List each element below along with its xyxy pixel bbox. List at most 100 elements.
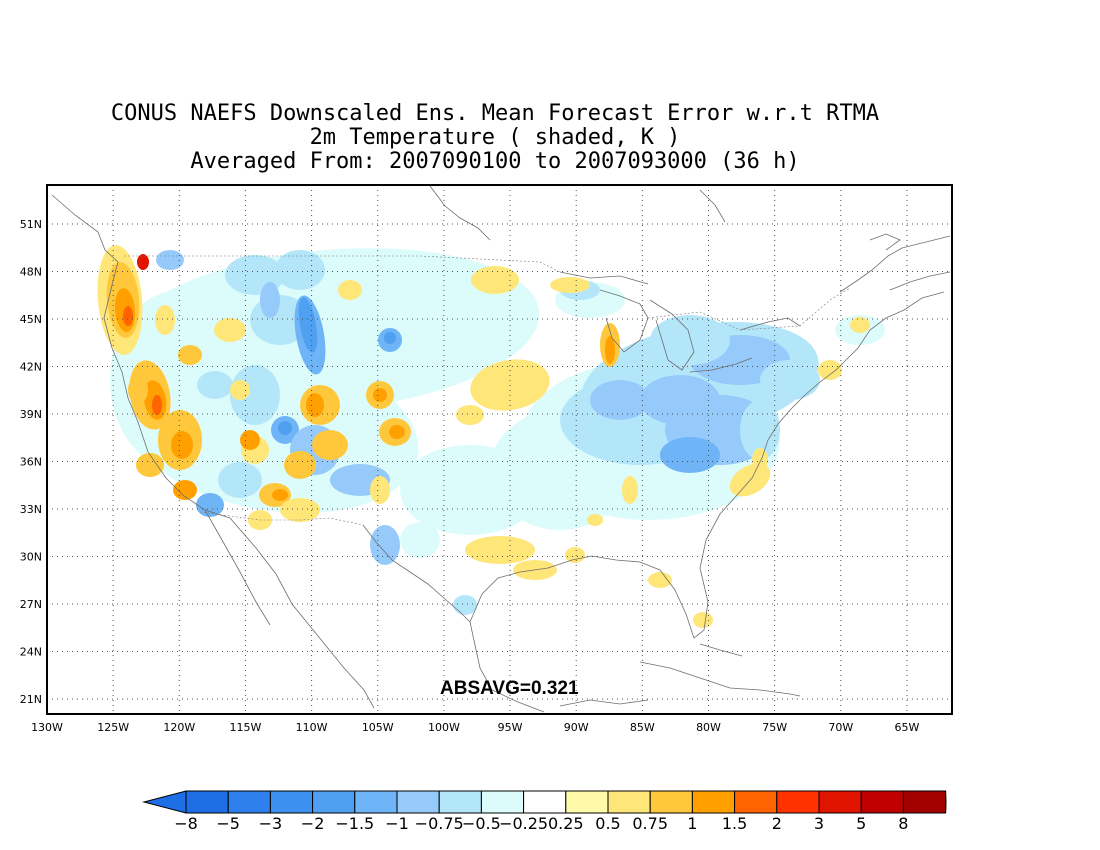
shading-patch (123, 306, 133, 326)
colorbar-label: 5 (856, 814, 866, 833)
shading-patch (278, 421, 292, 435)
map-subtitle-variable: 2m Temperature ( shaded, K ) (309, 125, 681, 150)
shading-patch (818, 360, 842, 380)
lat-label: 30N (20, 551, 42, 564)
colorbar (142, 790, 947, 814)
shading-patch (640, 375, 720, 425)
shading-patch (218, 462, 262, 498)
shading-patch (230, 365, 280, 425)
temperature-error-shading (97, 245, 885, 628)
colorbar-label: −0.25 (499, 814, 548, 833)
lon-label: 80W (696, 721, 721, 734)
lon-label: 70W (828, 721, 853, 734)
colorbar-cell (312, 790, 356, 814)
shading-patch (456, 405, 484, 425)
colorbar-cell (860, 790, 904, 814)
lon-label: 85W (630, 721, 655, 734)
lat-label: 39N (20, 408, 42, 421)
lon-label: 95W (498, 721, 523, 734)
shading-patch (465, 536, 535, 564)
colorbar-cell (776, 790, 820, 814)
shading-patch (298, 297, 318, 353)
colorbar-cell (649, 790, 693, 814)
shading-patch (453, 595, 477, 615)
borders (124, 255, 851, 526)
shading-patch (660, 437, 720, 473)
colorbar-label: −0.75 (415, 814, 464, 833)
shading-patch (260, 282, 280, 318)
coastlines (51, 185, 951, 713)
shading-patch (471, 266, 519, 294)
colorbar-label: −5 (216, 814, 240, 833)
colorbar-label: 0.75 (632, 814, 668, 833)
lat-label: 51N (20, 218, 42, 231)
shading-patch (171, 431, 193, 459)
colorbar-cell (396, 790, 440, 814)
lat-label: 27N (20, 598, 42, 611)
colorbar-cell (734, 790, 778, 814)
lon-label: 75W (762, 721, 787, 734)
shading-patch (850, 317, 870, 333)
lon-label: 90W (564, 721, 589, 734)
shading-patch (156, 250, 184, 270)
shading-patch (214, 318, 246, 342)
lat-label: 33N (20, 503, 42, 516)
map-title: CONUS NAEFS Downscaled Ens. Mean Forecas… (110, 101, 880, 126)
colorbar-label: −1.5 (335, 814, 374, 833)
map-subtitle-period: Averaged From: 2007090100 to 2007093000 … (190, 149, 800, 174)
colorbar-cell (480, 790, 525, 814)
map-frame (46, 184, 953, 715)
shading-patch (587, 514, 603, 526)
colorbar-label: −2 (301, 814, 325, 833)
colorbar-label: −0.5 (462, 814, 501, 833)
lat-label: 24N (20, 646, 42, 659)
shading-patch (137, 254, 149, 270)
colorbar-label: 0.5 (595, 814, 620, 833)
colorbar-cell (354, 790, 398, 814)
lat-label: 36N (20, 456, 42, 469)
shading-patch (240, 430, 260, 450)
shading-patch (284, 451, 316, 479)
lat-label: 21N (20, 693, 42, 706)
lon-label: 115W (230, 721, 262, 734)
lon-label: 120W (163, 721, 195, 734)
shading-patch (155, 305, 175, 335)
colorbar-arrow-low (142, 790, 187, 814)
lat-label: 42N (20, 361, 42, 374)
shading-patch (178, 345, 202, 365)
map-area (47, 185, 952, 714)
lat-label: 48N (20, 266, 42, 279)
shading-patch (152, 395, 162, 415)
shading-patch (230, 380, 250, 400)
lat-label: 45N (20, 313, 42, 326)
colorbar-cell (185, 790, 229, 814)
shading-patch (384, 332, 396, 344)
colorbar-cell (691, 790, 736, 814)
shading-patch (622, 476, 638, 504)
shading-patch (280, 498, 320, 522)
shading-patch (752, 448, 768, 472)
shading-patch (400, 522, 440, 558)
shading-patch (590, 380, 650, 420)
shading-patch (196, 493, 224, 517)
colorbar-cell (269, 790, 314, 814)
map-gridlines (47, 185, 952, 714)
colorbar-cell (818, 790, 862, 814)
lon-label: 130W (31, 721, 63, 734)
colorbar-label: 0.25 (548, 814, 584, 833)
shading-patch (693, 612, 713, 628)
colorbar-label: −1 (385, 814, 409, 833)
shading-patch (136, 453, 164, 477)
shading-patch (760, 360, 820, 400)
latitude-labels: 51N 48N 45N 42N 39N 36N 33N 30N 27N 24N 21N (20, 218, 42, 706)
lon-label: 105W (362, 721, 394, 734)
shading-patch (370, 525, 400, 565)
colorbar-label: −8 (174, 814, 198, 833)
absavg-annotation: ABSAVG=0.321 (440, 678, 579, 699)
colorbar-cell (565, 790, 609, 814)
shading-patch (272, 489, 288, 501)
shading-patch (565, 547, 585, 563)
colorbar-label: 1.5 (722, 814, 747, 833)
shading-patch (338, 280, 362, 300)
